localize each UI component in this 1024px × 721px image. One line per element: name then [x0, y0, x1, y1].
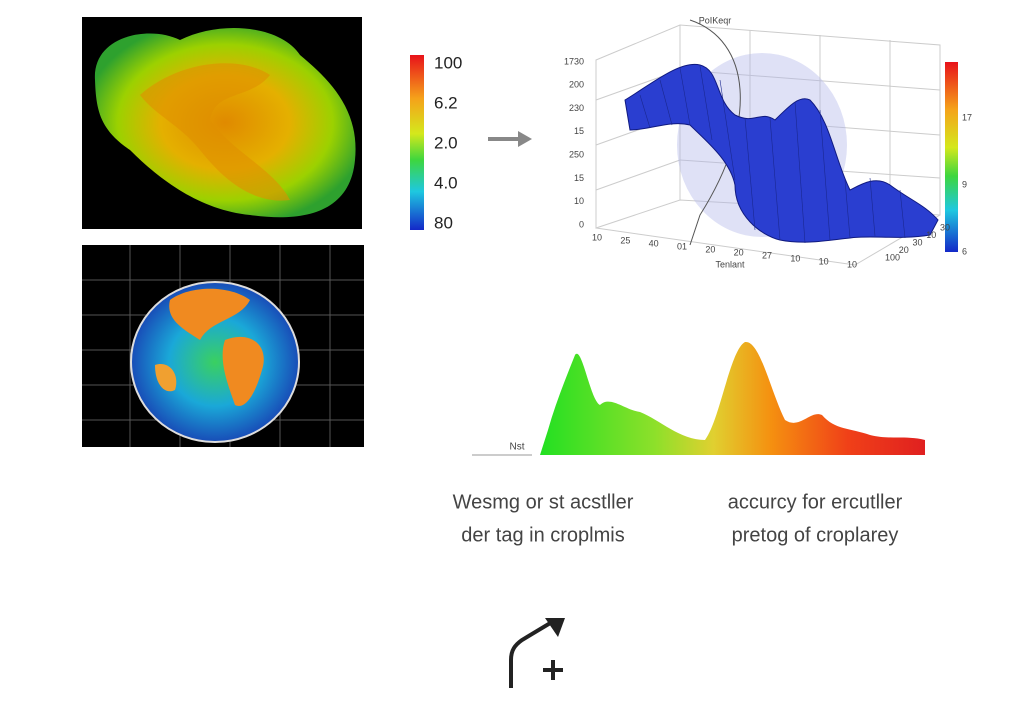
- globe-map: [82, 245, 364, 447]
- continent: [155, 364, 177, 392]
- y-tick-label: 230: [569, 103, 584, 113]
- y-tick-label: 250: [569, 150, 584, 160]
- heat-blob: [94, 28, 356, 218]
- density-plot: Nst: [472, 341, 925, 456]
- colorbar-label: 6: [962, 246, 967, 256]
- add-route-icon[interactable]: [509, 618, 565, 688]
- colorbar-label: 100: [434, 53, 462, 72]
- continent: [222, 336, 264, 406]
- depth-tick-label: 20: [899, 245, 909, 255]
- x-tick-label: 25: [620, 235, 630, 245]
- y-tick-label: 10: [574, 196, 584, 206]
- heat-core: [140, 63, 290, 201]
- caption-line: Wesmg or st acstller: [453, 491, 634, 513]
- caption-line: der tag in croplmis: [461, 524, 624, 546]
- x-tick-label: 27: [762, 250, 772, 260]
- flow-arrow: [488, 131, 532, 147]
- y-tick-label: 15: [574, 173, 584, 183]
- depth-tick-label: 30: [913, 237, 923, 247]
- x-tick-label: 40: [649, 238, 659, 248]
- y-tick-label: 1730: [564, 56, 584, 66]
- x-tick-label: 10: [819, 256, 829, 266]
- surface-colorbar: [945, 62, 958, 252]
- y-tick-label: 200: [569, 80, 584, 90]
- x-tick-label: 10: [592, 232, 602, 242]
- x-axis-label: Tenlant: [715, 259, 745, 269]
- colorbar-label: 4.0: [434, 173, 458, 192]
- captions: Wesmg or st acstller der tag in croplmis…: [453, 491, 903, 546]
- globe: [130, 281, 300, 443]
- plot-title: PoIKeqr: [699, 15, 732, 25]
- depth-tick-label: 100: [885, 252, 900, 262]
- x-tick-label: 20: [705, 244, 715, 254]
- surface-mesh: [639, 65, 906, 244]
- colorbar-label: 17: [962, 112, 972, 122]
- surface: [624, 63, 939, 243]
- heatmap: [82, 17, 424, 230]
- colorbar: [410, 55, 424, 230]
- colorbar-label: 9: [962, 179, 967, 189]
- x-tick-label: 10: [847, 259, 857, 269]
- annotation-line: [689, 19, 741, 246]
- x-tick-label: 01: [677, 241, 687, 251]
- y-tick-label: 15: [574, 126, 584, 136]
- surface-plot: PoIKeqr Tenlant: [595, 15, 958, 269]
- caption-line: pretog of croplarey: [732, 524, 899, 546]
- depth-tick-label: 30: [940, 222, 950, 232]
- colorbar-label: 2.0: [434, 133, 458, 152]
- depth-tick-label: 10: [926, 230, 936, 240]
- continent: [169, 288, 250, 340]
- colorbar-label: 80: [434, 213, 453, 232]
- density-area: [540, 341, 925, 455]
- y-tick-label: 0: [579, 219, 584, 229]
- density-label: Nst: [510, 442, 525, 453]
- x-tick-label: 10: [790, 253, 800, 263]
- x-tick-label: 20: [734, 247, 744, 257]
- colorbar-label: 6.2: [434, 93, 458, 112]
- caption-line: accurcy for ercutller: [728, 491, 903, 513]
